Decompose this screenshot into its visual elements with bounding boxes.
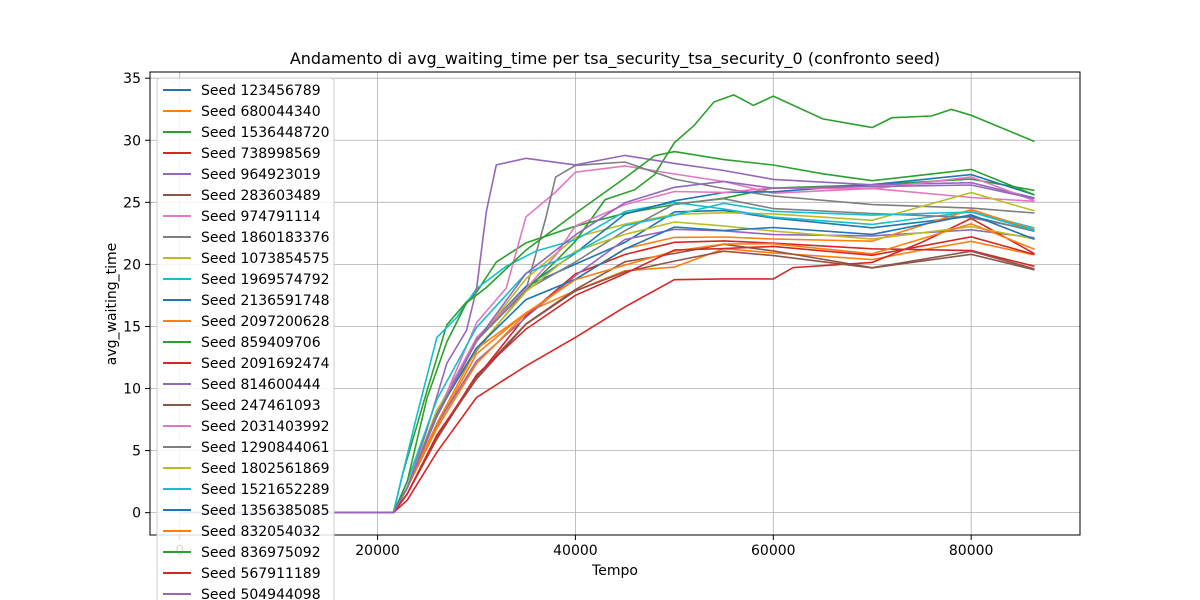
legend-entry: Seed 836975092 — [201, 545, 321, 561]
legend-entry: Seed 964923019 — [201, 167, 321, 183]
axis-ticks: 02000040000600008000005101520253035 — [123, 71, 993, 559]
series-line — [179, 217, 1035, 514]
y-tick-label: 5 — [132, 444, 141, 460]
x-tick-label: 80000 — [949, 543, 994, 559]
legend-entry: Seed 1073854575 — [201, 251, 330, 267]
legend-entry: Seed 1356385085 — [201, 503, 330, 519]
x-tick-label: 20000 — [355, 543, 400, 559]
legend-entry: Seed 567911189 — [201, 566, 321, 582]
series-lines — [179, 94, 1035, 514]
y-tick-label: 0 — [132, 506, 141, 522]
y-tick-label: 25 — [123, 195, 141, 211]
x-tick-label: 60000 — [751, 543, 796, 559]
series-line — [179, 180, 1035, 514]
x-tick-label: 40000 — [553, 543, 598, 559]
legend-entry: Seed 283603489 — [201, 188, 321, 204]
plot-frame — [149, 71, 1081, 536]
series-line — [179, 222, 1035, 514]
legend-entry: Seed 832054032 — [201, 524, 321, 540]
legend-entry: Seed 680044340 — [201, 104, 321, 120]
y-tick-label: 10 — [123, 382, 141, 398]
series-line — [179, 201, 1035, 514]
legend-entry: Seed 2031403992 — [201, 419, 330, 435]
legend-entry: Seed 738998569 — [201, 146, 321, 162]
legend-entry: Seed 859409706 — [201, 335, 321, 351]
y-axis-label: avg_waiting_time — [104, 243, 120, 365]
legend-entry: Seed 1536448720 — [201, 125, 330, 141]
legend-entry: Seed 814600444 — [201, 377, 321, 393]
series-line — [179, 154, 1035, 514]
y-tick-label: 15 — [123, 319, 141, 335]
legend-entry: Seed 504944098 — [201, 587, 321, 600]
legend-entry: Seed 1860183376 — [201, 230, 330, 246]
y-tick-label: 35 — [123, 71, 141, 87]
legend-entry: Seed 1969574792 — [201, 272, 330, 288]
legend-box — [156, 77, 335, 600]
legend-entry: Seed 123456789 — [201, 83, 321, 99]
legend-entry: Seed 1802561869 — [201, 461, 330, 477]
legend-entry: Seed 247461093 — [201, 398, 321, 414]
x-axis-label: Tempo — [591, 563, 638, 579]
y-tick-label: 20 — [123, 257, 141, 273]
y-tick-label: 30 — [123, 133, 141, 149]
series-line — [179, 202, 1035, 514]
legend-entry: Seed 2136591748 — [201, 293, 330, 309]
legend-entry: Seed 2091692474 — [201, 356, 330, 372]
legend-entry: Seed 2097200628 — [201, 314, 330, 330]
legend-entry: Seed 1521652289 — [201, 482, 330, 498]
legend-entry: Seed 1290844061 — [201, 440, 330, 456]
legend-entry: Seed 974791114 — [201, 209, 321, 225]
series-line — [179, 150, 1035, 514]
series-line — [179, 235, 1035, 514]
chart-title: Andamento di avg_waiting_time per tsa_se… — [290, 49, 940, 69]
legend: Seed 123456789 Seed 680044340 Seed 1536448… — [156, 77, 335, 600]
